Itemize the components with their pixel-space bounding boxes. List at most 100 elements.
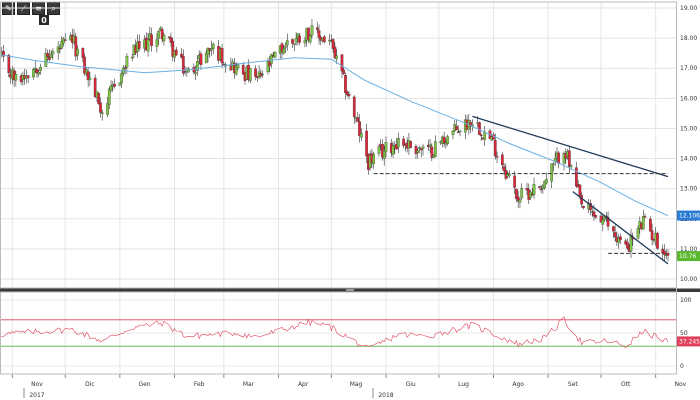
candle-body bbox=[636, 228, 640, 239]
candle-body bbox=[421, 146, 425, 149]
candle-body bbox=[409, 141, 413, 148]
indicator-value-tag: 37.2457 bbox=[679, 338, 700, 345]
panel-frame bbox=[0, 1, 700, 375]
candle-body bbox=[493, 140, 497, 157]
candle-body bbox=[663, 251, 666, 255]
indicator-tick-label: 100 bbox=[680, 297, 692, 304]
candle-body bbox=[455, 126, 458, 131]
candle-body bbox=[162, 35, 166, 42]
separator-grip-icon bbox=[346, 289, 354, 291]
candle-body bbox=[88, 77, 92, 80]
candle-body bbox=[63, 39, 67, 41]
month-label: Feb bbox=[194, 381, 205, 388]
candle-body bbox=[266, 61, 270, 73]
candle-body bbox=[582, 205, 585, 209]
candle-body bbox=[537, 186, 541, 188]
candle-body bbox=[14, 73, 18, 81]
candle-body bbox=[280, 43, 284, 53]
candle-body bbox=[255, 76, 259, 78]
candle-body bbox=[545, 179, 548, 184]
candle-body bbox=[99, 102, 102, 113]
candle-body bbox=[331, 39, 335, 49]
candle-body bbox=[155, 39, 159, 47]
candle-body bbox=[241, 64, 245, 75]
candle-body bbox=[372, 153, 376, 165]
candle-body bbox=[308, 35, 312, 43]
candle-body bbox=[515, 188, 518, 199]
candle-body bbox=[194, 72, 197, 75]
candle-body bbox=[359, 133, 363, 138]
month-label: Giu bbox=[406, 381, 416, 388]
price-tick-label: 10.00 bbox=[680, 276, 697, 283]
candle-body bbox=[93, 77, 97, 97]
candle-body bbox=[377, 146, 381, 154]
candle-body bbox=[130, 56, 134, 59]
price-tick-label: 13.00 bbox=[680, 186, 697, 193]
candle-body bbox=[516, 196, 520, 202]
candle-body bbox=[458, 130, 462, 133]
candle-body bbox=[569, 165, 573, 168]
month-label: Dic bbox=[85, 381, 95, 388]
candle-body bbox=[626, 242, 629, 249]
candle-body bbox=[594, 215, 598, 218]
price-tick-label: 11.00 bbox=[680, 246, 697, 253]
candle-body bbox=[120, 73, 123, 84]
candle-body bbox=[56, 46, 60, 53]
time-axis: Nov Dic Gen Feb Mar Apr Mag Giu Lug Ago Set Ott Nov 2… bbox=[11, 374, 687, 399]
candle-body bbox=[649, 218, 652, 232]
candle-body bbox=[525, 188, 529, 191]
candle-body bbox=[2, 50, 5, 57]
candle-body bbox=[123, 67, 127, 69]
candle-body bbox=[39, 67, 42, 71]
trendline bbox=[572, 191, 669, 265]
trendline bbox=[472, 115, 669, 178]
candle-body bbox=[574, 167, 578, 187]
candle-body bbox=[344, 75, 347, 94]
candle-body bbox=[199, 53, 203, 65]
candle-body bbox=[365, 130, 368, 157]
candle-body bbox=[650, 230, 654, 241]
month-label: Ott bbox=[621, 381, 631, 388]
candle-body bbox=[656, 232, 659, 249]
year-label: 2018 bbox=[378, 392, 393, 399]
month-label: Mag bbox=[350, 381, 363, 388]
candle-body bbox=[603, 216, 606, 220]
candle-body bbox=[32, 69, 35, 78]
candle-body bbox=[567, 150, 571, 167]
candle-body bbox=[442, 136, 446, 144]
candle-body bbox=[340, 54, 344, 72]
candle-body bbox=[416, 150, 420, 154]
candle-body bbox=[518, 199, 522, 203]
candle-body bbox=[557, 152, 561, 164]
candle-body bbox=[322, 36, 326, 43]
candle-body bbox=[617, 237, 620, 243]
last-value-tags: 12.1066 10.76 37.2457 bbox=[677, 210, 700, 347]
candle-body bbox=[532, 184, 536, 195]
candle-body bbox=[33, 67, 37, 70]
candle-body bbox=[125, 55, 129, 68]
price-tick-label: 14.00 bbox=[680, 156, 697, 163]
indicator-line bbox=[0, 316, 669, 348]
candle-body bbox=[109, 85, 113, 91]
candle-body bbox=[384, 142, 388, 152]
candle-body bbox=[49, 54, 53, 59]
candle-body bbox=[469, 122, 472, 127]
indicator-tick-label: 50 bbox=[680, 330, 688, 337]
candle-body bbox=[210, 48, 213, 51]
candle-body bbox=[428, 144, 432, 147]
candle-body bbox=[167, 36, 171, 38]
candle-body bbox=[273, 51, 277, 58]
candle-body bbox=[552, 163, 555, 165]
candle-body bbox=[169, 37, 173, 43]
candle-body bbox=[396, 138, 400, 148]
candle-body bbox=[113, 83, 116, 87]
month-label: Apr bbox=[298, 381, 309, 388]
candle-body bbox=[543, 180, 546, 188]
candle-body bbox=[35, 69, 39, 74]
month-label: Set bbox=[568, 381, 579, 388]
candle-body bbox=[180, 53, 183, 58]
candle-body bbox=[613, 232, 617, 238]
candle-body bbox=[502, 166, 506, 172]
candle-body bbox=[118, 82, 122, 86]
candle-body bbox=[100, 112, 104, 114]
